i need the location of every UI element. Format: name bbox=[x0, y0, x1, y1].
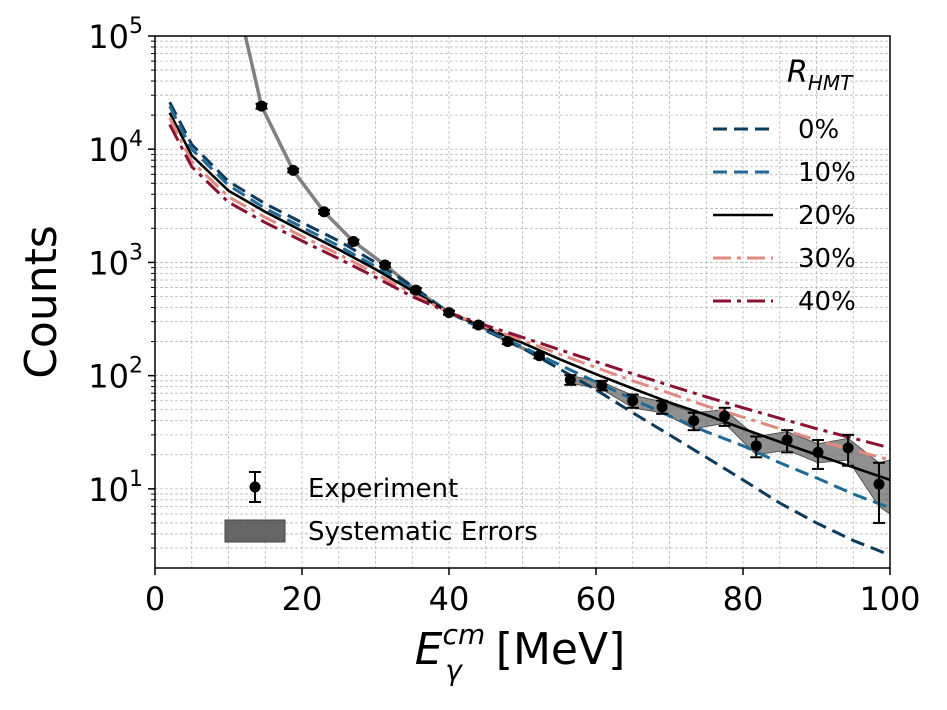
legend-label-0: 0% bbox=[798, 115, 839, 145]
experiment-point bbox=[533, 350, 545, 362]
experiment-point bbox=[750, 440, 762, 452]
x-tick-label: 40 bbox=[429, 580, 470, 618]
y-tick-label-exp: 5 bbox=[129, 14, 143, 39]
y-tick-label-base: 10 bbox=[88, 244, 129, 282]
y-tick-label-exp: 4 bbox=[129, 127, 143, 152]
y-tick-label-exp: 3 bbox=[129, 240, 143, 265]
y-tick-label-exp: 2 bbox=[129, 354, 143, 379]
legend-label-4: 40% bbox=[798, 287, 856, 317]
legend-title: RHMT bbox=[787, 55, 854, 95]
experiment-point bbox=[287, 164, 299, 176]
legend-title-main: R bbox=[787, 55, 808, 90]
y-tick-label: 102 bbox=[88, 354, 143, 396]
series-line-3 bbox=[168, 116, 890, 462]
series-line-1 bbox=[168, 105, 890, 510]
experiment-point bbox=[596, 379, 608, 391]
series-line-0 bbox=[168, 101, 890, 557]
experiment-point bbox=[502, 336, 514, 348]
x-tick-label: 20 bbox=[282, 580, 323, 618]
grid bbox=[155, 36, 890, 568]
x-axis-title: Ecm γ [MeV] bbox=[415, 618, 626, 687]
experiment-point bbox=[656, 401, 668, 413]
legend-systematic-label: Systematic Errors bbox=[308, 517, 538, 547]
experiment-point bbox=[443, 307, 455, 319]
experiment-point bbox=[842, 442, 854, 454]
experiment-point bbox=[719, 410, 731, 422]
legend-experiment-marker bbox=[249, 481, 261, 493]
experiment-point bbox=[812, 446, 824, 458]
experiment-point bbox=[688, 415, 700, 427]
bottom-legend: Experiment Systematic Errors bbox=[224, 471, 538, 547]
y-tick-label: 101 bbox=[88, 467, 143, 509]
legend: RHMT 0% 10% 20% 30% 40% bbox=[713, 55, 856, 317]
y-tick-label-base: 10 bbox=[88, 471, 129, 509]
x-tick-label: 60 bbox=[576, 580, 617, 618]
x-tick-label: 80 bbox=[723, 580, 764, 618]
y-tick-label-exp: 1 bbox=[129, 467, 143, 492]
y-tick-label-base: 10 bbox=[88, 358, 129, 396]
y-tick-label: 103 bbox=[88, 240, 143, 282]
legend-title-sub: HMT bbox=[808, 71, 854, 95]
experiment-point bbox=[781, 434, 793, 446]
y-tick-label-base: 10 bbox=[88, 18, 129, 56]
experiment-point bbox=[379, 259, 391, 271]
plot-area bbox=[168, 36, 890, 557]
x-tick-label: 0 bbox=[145, 580, 165, 618]
y-tick-label: 105 bbox=[88, 14, 143, 56]
y-axis-title: Counts bbox=[16, 225, 67, 379]
series-line-4 bbox=[168, 123, 890, 450]
experiment-point bbox=[410, 284, 422, 296]
legend-label-1: 10% bbox=[798, 158, 856, 188]
plot-frame bbox=[154, 35, 891, 569]
experiment-point bbox=[347, 236, 359, 248]
x-axis-title-main: E bbox=[415, 624, 443, 675]
y-tick-label: 104 bbox=[88, 127, 143, 169]
x-tick-label: 100 bbox=[859, 580, 920, 618]
experiment-point bbox=[627, 395, 639, 407]
experiment-point bbox=[472, 319, 484, 331]
x-axis-title-unit: [MeV] bbox=[496, 624, 625, 675]
y-tick-label-base: 10 bbox=[88, 131, 129, 169]
experiment-point bbox=[564, 374, 576, 386]
model-series-layer bbox=[168, 101, 890, 557]
experiment-point bbox=[256, 100, 268, 112]
x-axis-title-sup: cm bbox=[443, 618, 486, 651]
legend-systematic-swatch bbox=[224, 519, 286, 543]
legend-label-3: 30% bbox=[798, 244, 856, 274]
x-axis-title-sub: γ bbox=[445, 654, 463, 687]
legend-experiment-label: Experiment bbox=[308, 474, 458, 504]
experiment-point bbox=[318, 206, 330, 218]
series-line-2 bbox=[168, 112, 890, 482]
legend-label-2: 20% bbox=[798, 201, 856, 231]
experiment-point bbox=[873, 478, 885, 490]
experiment-layer bbox=[255, 100, 885, 524]
